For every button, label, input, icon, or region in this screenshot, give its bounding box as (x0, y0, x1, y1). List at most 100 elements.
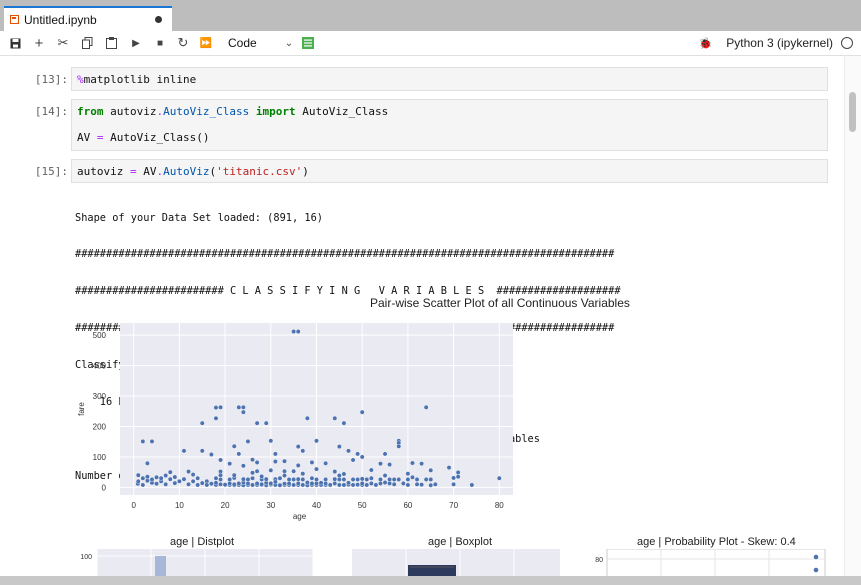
scatter-point (227, 477, 233, 482)
scatter-point (323, 460, 329, 466)
save-button[interactable] (6, 31, 24, 55)
x-tick-label: 60 (403, 501, 412, 510)
scatter-point (382, 473, 388, 478)
scatter-point (222, 482, 228, 488)
scatter-point (295, 463, 301, 468)
scatter-point (250, 475, 255, 481)
scatter-point (236, 404, 242, 410)
notebook-panel: [13]: %matplotlib inline [14]: from auto… (0, 56, 844, 576)
scatter-point (245, 439, 251, 444)
interrupt-button[interactable]: ■ (151, 31, 169, 55)
scatter-point (387, 481, 393, 486)
scatter-point (359, 481, 365, 486)
scatter-point (250, 457, 255, 463)
bug-icon[interactable]: 🐞 (698, 37, 713, 50)
scatter-point (195, 475, 201, 481)
cut-button[interactable]: ✂ (54, 31, 72, 55)
scatter-point (323, 481, 329, 486)
probplot-title: age | Probability Plot - Skew: 0.4 (637, 536, 796, 548)
scatter-point (309, 475, 315, 481)
distplot-chart: 100 (80, 549, 314, 576)
insert-cell-button[interactable]: + (30, 31, 48, 55)
scatter-point (469, 482, 475, 488)
scatter-point (314, 481, 319, 486)
notebook-scrollbar[interactable] (844, 56, 861, 576)
scatter-point (135, 472, 141, 478)
probability-plot-chart: 80 (595, 549, 826, 576)
scatter-point (245, 477, 251, 482)
scatter-point (364, 482, 370, 488)
scatter-point (272, 459, 278, 464)
scatter-point (428, 482, 434, 488)
scatter-point (323, 477, 329, 482)
scatter-point (368, 475, 374, 481)
scatter-point (368, 467, 374, 473)
distplot-title: age | Distplot (170, 536, 235, 548)
scatter-point (199, 420, 205, 426)
scatter-point (218, 404, 223, 410)
plot-area (606, 549, 826, 576)
scatter-point (405, 477, 411, 482)
scatter-point (218, 477, 223, 482)
scatter-point (332, 476, 338, 482)
scatter-point (446, 465, 452, 471)
run-button[interactable]: ▶ (127, 31, 145, 55)
x-tick-label: 50 (358, 501, 367, 510)
scatter-point (291, 477, 297, 482)
scatter-point (163, 481, 169, 487)
scatter-point (240, 476, 246, 482)
run-all-button[interactable]: ⏩ (197, 31, 215, 55)
scatter-point (240, 463, 246, 469)
kernel-name: Python 3 (ipykernel) (726, 36, 833, 50)
scatter-point (268, 481, 274, 486)
scatter-point (254, 460, 260, 465)
unsaved-dot-icon[interactable] (155, 16, 162, 23)
scatter-point (336, 477, 342, 482)
scatter-point (172, 474, 178, 480)
scatter-point (154, 474, 159, 480)
scatter-point (391, 481, 397, 487)
restart-button[interactable]: ↻ (174, 31, 192, 55)
scatter-point (295, 444, 301, 449)
scatter-point (355, 477, 361, 482)
scatter-point (213, 475, 219, 481)
scatter-point (240, 409, 246, 415)
scatter-point (213, 415, 219, 421)
scatter-point (186, 481, 191, 487)
kernel-status[interactable]: 🐞 Python 3 (ipykernel) (699, 31, 853, 55)
code-cell[interactable]: autoviz = AV.AutoViz('titanic.csv') (71, 159, 828, 183)
property-inspector-button[interactable] (300, 31, 316, 55)
clipboard-icon (105, 37, 117, 49)
chevron-down-icon: ⌄ (284, 37, 294, 49)
y-tick-label: 80 (595, 557, 603, 564)
scatter-point (154, 481, 159, 487)
code-cell[interactable]: from autoviz.AutoViz_Class import AutoVi… (71, 99, 828, 151)
y-tick-label: 100 (93, 453, 107, 462)
scatter-point (208, 481, 214, 487)
paste-button[interactable] (102, 31, 120, 55)
notebook-tab[interactable]: Untitled.ipynb (4, 6, 172, 31)
scatter-point (382, 480, 388, 485)
code-cell[interactable]: %matplotlib inline (71, 67, 828, 91)
scatter-point (423, 477, 429, 482)
scatter-point (195, 482, 201, 488)
cell-type-select[interactable]: Code ⌄ (228, 31, 293, 55)
scrollbar-thumb[interactable] (849, 92, 856, 132)
scatter-point (341, 482, 347, 488)
scatter-point (218, 457, 223, 463)
scatter-point (359, 454, 365, 460)
cell-prompt: [13]: (34, 73, 68, 86)
scatter-point (309, 460, 315, 465)
x-tick-label: 80 (495, 501, 504, 510)
scatter-point (332, 469, 338, 474)
scatter-point (208, 452, 214, 457)
scatter-point (199, 480, 205, 486)
scatter-point (231, 472, 237, 478)
scatter-point (300, 471, 306, 477)
copy-button[interactable] (78, 31, 96, 55)
scatter-point (428, 467, 434, 473)
box-body (408, 565, 456, 576)
stop-icon: ■ (156, 37, 164, 49)
save-icon (10, 38, 20, 48)
scatter-point (218, 481, 223, 487)
